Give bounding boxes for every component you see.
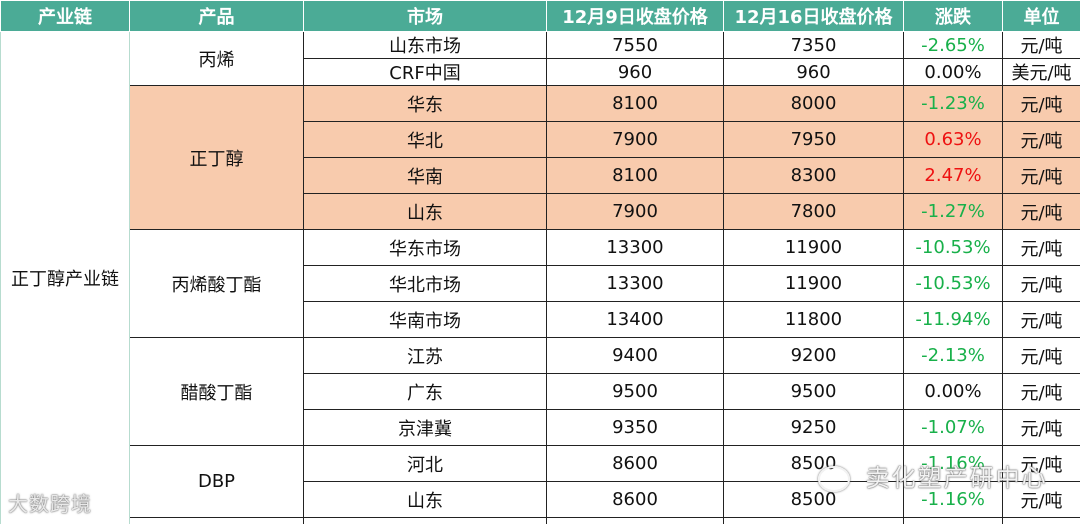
price-dec9-cell: 960	[547, 59, 724, 86]
table-row: 正丁醇 华东 8100 8000 -1.23% 元/吨	[1, 86, 1080, 122]
table-row	[1, 518, 1080, 524]
table-row: 醋酸丁酯 江苏 9400 9200 -2.13% 元/吨	[1, 338, 1080, 374]
market-cell: 河北	[304, 446, 547, 482]
header-change: 涨跌	[904, 1, 1003, 32]
unit-cell: 元/吨	[1003, 194, 1080, 230]
header-chain: 产业链	[1, 1, 130, 32]
market-cell: 华南	[304, 158, 547, 194]
price-dec16-cell: 9200	[724, 338, 904, 374]
change-cell: -10.53%	[904, 230, 1003, 266]
change-cell: -1.23%	[904, 86, 1003, 122]
market-cell: 华南市场	[304, 302, 547, 338]
price-dec9-cell: 7900	[547, 122, 724, 158]
market-cell: 山东	[304, 194, 547, 230]
price-dec16-cell: 8000	[724, 86, 904, 122]
unit-cell: 元/吨	[1003, 122, 1080, 158]
market-cell: 华东市场	[304, 230, 547, 266]
price-dec16-cell: 11800	[724, 302, 904, 338]
product-cell	[130, 518, 304, 524]
price-dec16-cell: 11900	[724, 230, 904, 266]
wechat-icon	[818, 466, 850, 492]
header-row: 产业链 产品 市场 12月9日收盘价格 12月16日收盘价格 涨跌 单位	[1, 1, 1080, 32]
unit-cell: 元/吨	[1003, 230, 1080, 266]
unit-cell: 元/吨	[1003, 338, 1080, 374]
unit-cell: 元/吨	[1003, 266, 1080, 302]
change-cell: -2.13%	[904, 338, 1003, 374]
product-cell: 丙烯	[130, 32, 304, 86]
change-cell: -1.27%	[904, 194, 1003, 230]
unit-cell: 元/吨	[1003, 86, 1080, 122]
product-cell: 醋酸丁酯	[130, 338, 304, 446]
header-price-dec9: 12月9日收盘价格	[547, 1, 724, 32]
market-cell: CRF中国	[304, 59, 547, 86]
market-cell: 京津冀	[304, 410, 547, 446]
change-cell: 0.00%	[904, 59, 1003, 86]
price-dec9-cell: 9350	[547, 410, 724, 446]
price-dec16-cell: 9250	[724, 410, 904, 446]
watermark-right-text: 卖化塑产研中心	[866, 464, 1048, 492]
price-dec9-cell: 13400	[547, 302, 724, 338]
market-cell: 山东	[304, 482, 547, 518]
market-cell: 华东	[304, 86, 547, 122]
price-dec16-cell: 11900	[724, 266, 904, 302]
market-cell: 江苏	[304, 338, 547, 374]
header-product: 产品	[130, 1, 304, 32]
header-market: 市场	[304, 1, 547, 32]
market-cell: 山东市场	[304, 32, 547, 59]
change-cell: -2.65%	[904, 32, 1003, 59]
price-dec9-cell: 7900	[547, 194, 724, 230]
price-dec16-cell: 7350	[724, 32, 904, 59]
watermark-left: 大数跨境	[8, 488, 92, 517]
header-price-dec16: 12月16日收盘价格	[724, 1, 904, 32]
market-cell	[304, 518, 547, 524]
market-cell: 华北市场	[304, 266, 547, 302]
price-dec9-cell: 9500	[547, 374, 724, 410]
chain-cell: 正丁醇产业链	[1, 32, 130, 524]
price-dec9-cell: 8600	[547, 446, 724, 482]
product-cell: 丙烯酸丁酯	[130, 230, 304, 338]
market-cell: 广东	[304, 374, 547, 410]
price-dec9-cell: 7550	[547, 32, 724, 59]
watermark-right: 卖化塑产研中心	[818, 458, 1048, 493]
price-dec9-cell	[547, 518, 724, 524]
price-dec9-cell: 8600	[547, 482, 724, 518]
change-cell: 2.47%	[904, 158, 1003, 194]
price-dec16-cell	[724, 518, 904, 524]
header-unit: 单位	[1003, 1, 1080, 32]
unit-cell: 元/吨	[1003, 374, 1080, 410]
unit-cell: 元/吨	[1003, 32, 1080, 59]
price-dec9-cell: 13300	[547, 266, 724, 302]
watermark-left-text: 大数跨境	[8, 492, 92, 516]
change-cell	[904, 518, 1003, 524]
market-cell: 华北	[304, 122, 547, 158]
unit-cell: 元/吨	[1003, 158, 1080, 194]
price-dec16-cell: 7800	[724, 194, 904, 230]
price-dec9-cell: 8100	[547, 158, 724, 194]
unit-cell: 元/吨	[1003, 410, 1080, 446]
change-cell: -10.53%	[904, 266, 1003, 302]
change-cell: -11.94%	[904, 302, 1003, 338]
price-dec9-cell: 9400	[547, 338, 724, 374]
product-cell: DBP	[130, 446, 304, 518]
price-dec9-cell: 13300	[547, 230, 724, 266]
price-dec16-cell: 9500	[724, 374, 904, 410]
product-cell: 正丁醇	[130, 86, 304, 230]
price-dec16-cell: 960	[724, 59, 904, 86]
table-row: 正丁醇产业链 丙烯 山东市场 7550 7350 -2.65% 元/吨	[1, 32, 1080, 59]
unit-cell: 元/吨	[1003, 302, 1080, 338]
change-cell: 0.00%	[904, 374, 1003, 410]
change-cell: 0.63%	[904, 122, 1003, 158]
change-cell: -1.07%	[904, 410, 1003, 446]
price-dec16-cell: 8300	[724, 158, 904, 194]
unit-cell	[1003, 518, 1080, 524]
unit-cell: 美元/吨	[1003, 59, 1080, 86]
price-dec9-cell: 8100	[547, 86, 724, 122]
price-dec16-cell: 7950	[724, 122, 904, 158]
table-row: 丙烯酸丁酯 华东市场 13300 11900 -10.53% 元/吨	[1, 230, 1080, 266]
